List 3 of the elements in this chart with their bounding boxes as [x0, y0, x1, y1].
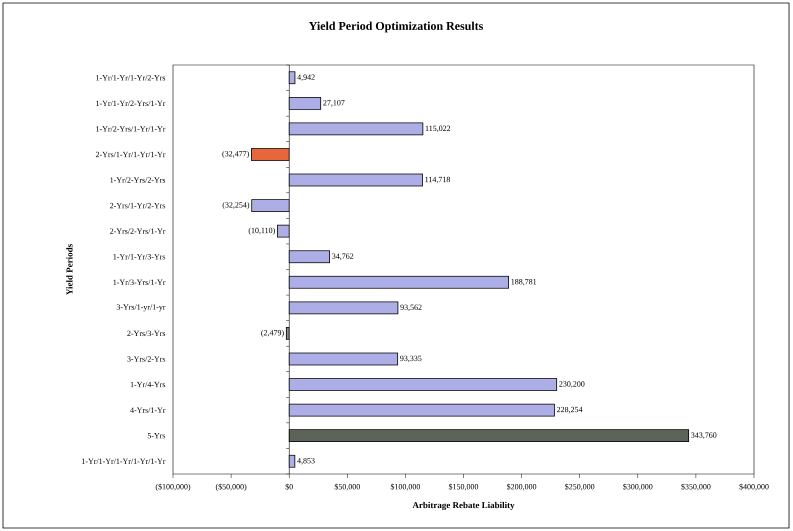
chart-title: Yield Period Optimization Results [308, 22, 483, 32]
y-axis-title: Yield Periods [66, 244, 73, 295]
x-axis-title: Arbitrage Rebate Liability [412, 502, 514, 510]
